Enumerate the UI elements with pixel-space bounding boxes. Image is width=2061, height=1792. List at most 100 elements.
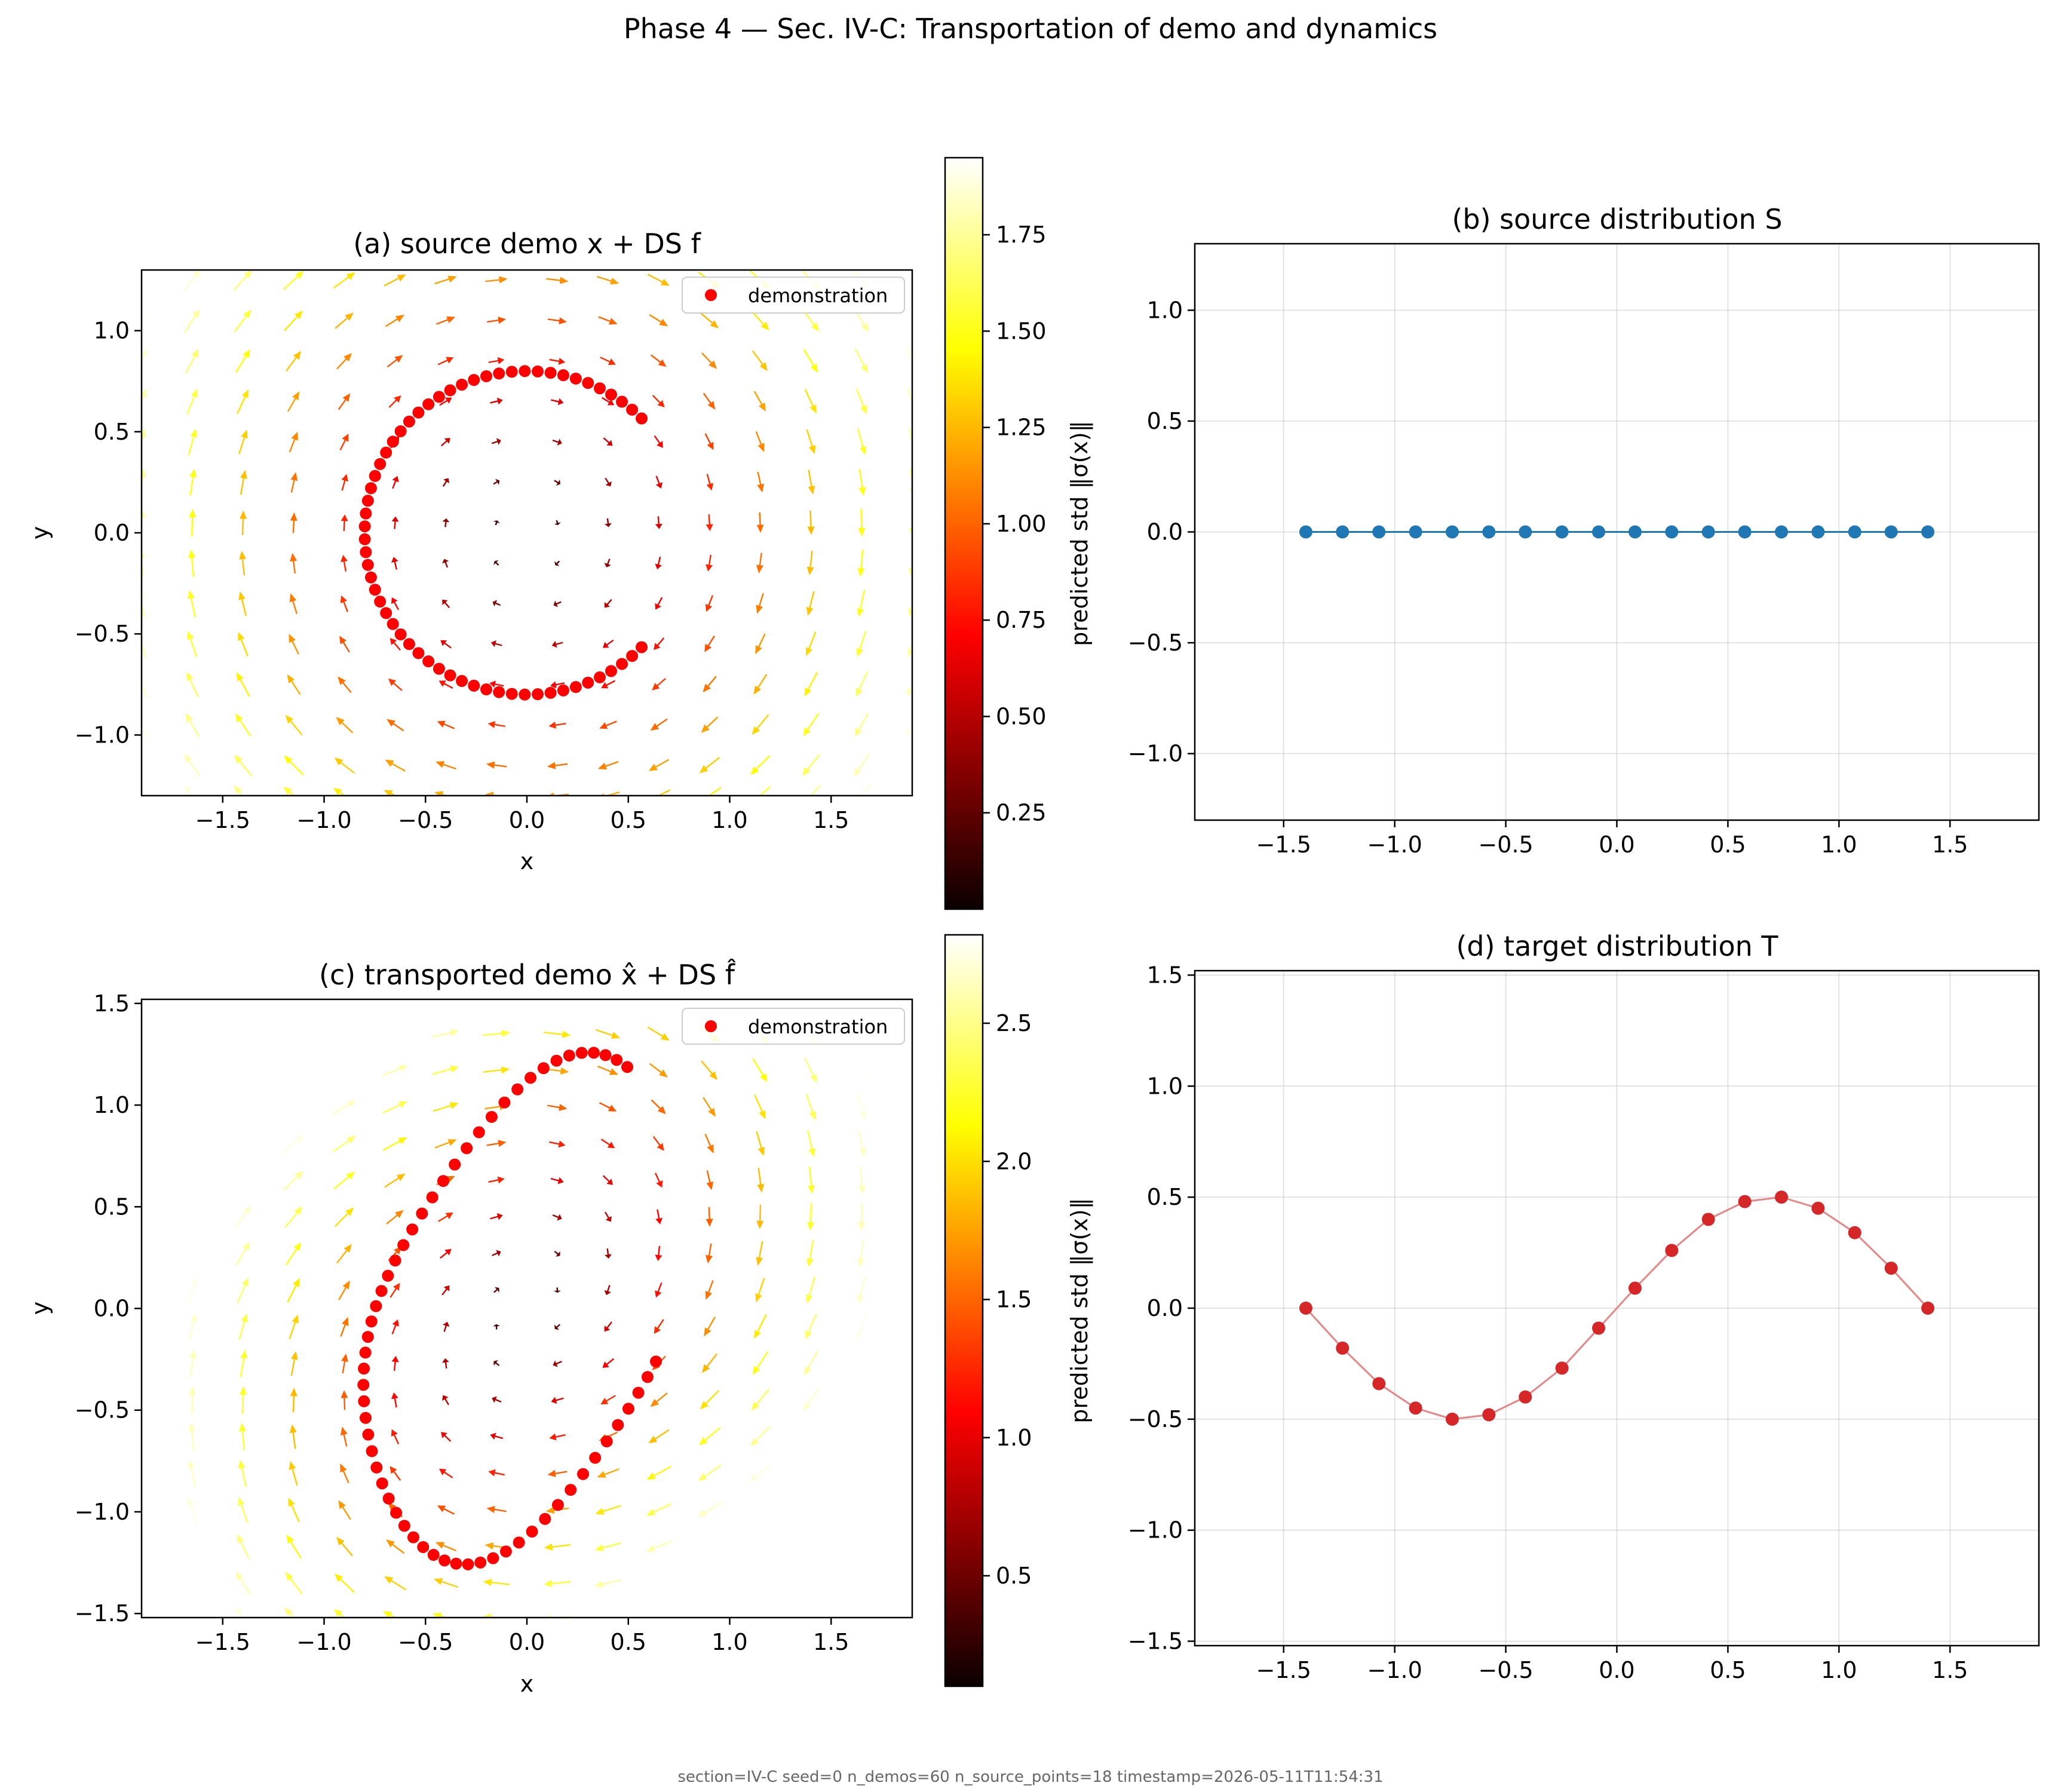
vector-arrow — [338, 1280, 350, 1300]
vector-arrow — [856, 1314, 867, 1340]
vector-arrow — [387, 355, 403, 368]
vector-arrow — [700, 312, 719, 329]
vector-arrow — [753, 1610, 773, 1618]
vector-arrow — [142, 468, 146, 488]
y-tick-label: −1.0 — [75, 722, 130, 748]
vector-arrow — [855, 388, 867, 415]
y-tick-label: −1.5 — [1128, 1628, 1183, 1655]
vector-arrow — [186, 388, 198, 415]
legend-a: demonstration — [682, 277, 905, 314]
vector-arrow — [142, 270, 149, 282]
demonstration-point — [412, 406, 425, 419]
legend-marker-c — [705, 1020, 717, 1032]
demonstration-point — [427, 1549, 440, 1561]
vector-arrow — [491, 438, 501, 445]
vector-arrow — [605, 477, 612, 487]
vector-arrow — [554, 479, 560, 486]
vector-arrow — [234, 1205, 251, 1229]
vector-arrow — [655, 597, 663, 610]
vector-arrow — [652, 1136, 664, 1151]
vector-arrow — [188, 1423, 195, 1450]
vector-arrow — [288, 1498, 300, 1523]
vector-arrow — [804, 1057, 817, 1083]
vector-arrow — [704, 433, 714, 450]
vector-arrow — [749, 1463, 771, 1483]
x-tick-label: 0.5 — [611, 1629, 646, 1655]
vector-arrow — [547, 1469, 568, 1477]
y-tick-label: 1.0 — [1147, 1073, 1183, 1099]
ticks-a: −1.5 −1.0 −0.5 0.0 0.5 1.0 1.5 −1.0 −0.5 0.0 0.5 1.… — [75, 318, 849, 833]
vector-arrow — [340, 1463, 349, 1484]
demonstration-point — [390, 1506, 403, 1519]
vector-arrow — [184, 309, 200, 333]
vector-arrow — [858, 1130, 866, 1158]
vector-arrow — [852, 1462, 871, 1484]
demonstration-point — [358, 1395, 370, 1407]
y-tick-label: −1.5 — [75, 1600, 130, 1627]
demonstration-point — [422, 398, 435, 410]
vector-arrow — [283, 786, 295, 796]
vector-arrow — [705, 1280, 714, 1300]
demonstration-point — [456, 378, 468, 391]
vector-arrow — [646, 1466, 671, 1480]
y-tick-label: 0.0 — [1147, 519, 1183, 545]
panel-b: (b) source distribution S −1.5 −1.0 −0.5 0.… — [1128, 203, 2040, 858]
x-tick-label: 0.0 — [1599, 1657, 1634, 1683]
demonstration-point — [611, 1054, 623, 1066]
vector-arrow — [387, 719, 404, 732]
vector-arrow — [332, 1136, 356, 1152]
vector-arrow — [240, 1386, 247, 1414]
vector-arrow — [290, 512, 298, 533]
demonstration-point — [358, 1363, 370, 1375]
vector-arrow — [599, 720, 617, 729]
data-point — [1738, 1195, 1752, 1208]
vector-arrow — [759, 785, 771, 796]
vector-arrow — [858, 468, 866, 496]
vector-arrow — [856, 631, 867, 657]
vector-arrow — [237, 1534, 250, 1560]
vector-arrow — [434, 275, 457, 284]
vector-arrow — [802, 309, 820, 332]
data-point — [1519, 525, 1532, 539]
vector-arrow — [442, 599, 450, 609]
demonstration-point — [362, 1428, 375, 1441]
vector-arrow — [382, 1029, 408, 1039]
data-point — [1665, 525, 1679, 539]
data-point — [1701, 525, 1715, 539]
demonstration-point — [636, 641, 648, 653]
vector-arrow — [341, 514, 348, 532]
vector-arrow — [806, 1239, 814, 1268]
vector-arrow — [649, 314, 668, 327]
vector-arrow — [601, 397, 615, 406]
vector-arrow — [803, 349, 818, 373]
vector-arrow — [289, 1460, 298, 1486]
vector-arrow — [142, 1463, 145, 1487]
vector-arrow — [752, 714, 769, 735]
vector-arrow — [182, 1097, 202, 1118]
vector-arrow — [805, 631, 817, 656]
vector-arrow — [905, 1435, 912, 1449]
vector-arrow — [338, 676, 352, 694]
vector-arrow — [748, 1575, 772, 1590]
vector-arrow — [860, 784, 871, 796]
series-line-d — [1305, 1196, 1929, 1420]
vector-arrow — [550, 681, 565, 689]
vector-arrow — [183, 1169, 201, 1192]
demonstration-point — [650, 1355, 663, 1368]
vector-arrow — [493, 520, 500, 526]
vector-arrow — [183, 784, 194, 796]
demonstration-point — [594, 671, 606, 683]
demonstration-point — [544, 367, 557, 379]
vector-arrow — [703, 676, 717, 693]
vector-arrow — [142, 1241, 147, 1256]
vector-arrow — [437, 1505, 455, 1515]
demonstration-point — [370, 1461, 383, 1474]
vector-arrow — [648, 1429, 670, 1444]
ticks-d: −1.5 −1.0 −0.5 0.0 0.5 1.0 1.5 −1.5 −1.0 −0.5 0.0 0… — [1128, 962, 1968, 1683]
vector-arrow — [600, 1395, 616, 1405]
vector-arrow — [755, 1278, 765, 1303]
demonstration-point — [599, 1049, 612, 1061]
vector-arrow — [553, 600, 562, 607]
data-point — [1848, 1226, 1861, 1239]
vector-arrow — [851, 1536, 872, 1556]
